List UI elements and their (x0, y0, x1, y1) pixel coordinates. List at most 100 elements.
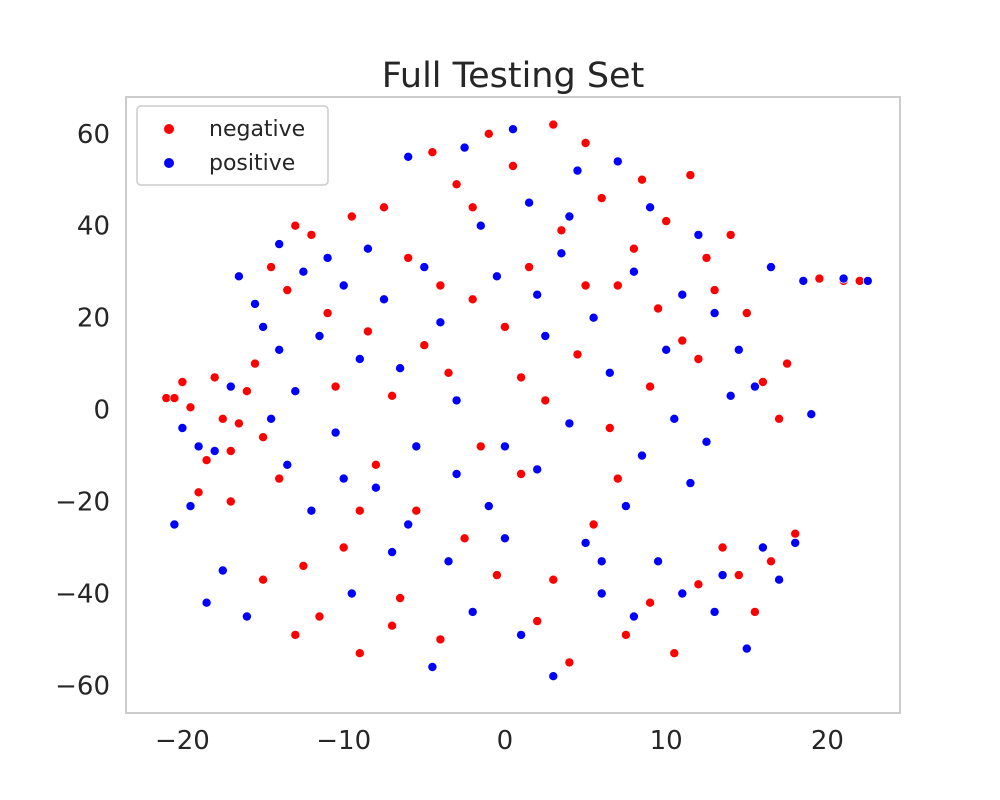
point-negative (225, 496, 236, 507)
point-positive (548, 671, 559, 682)
point-positive (451, 395, 462, 406)
point-negative (427, 147, 438, 158)
point-positive (274, 239, 285, 250)
point-negative (612, 473, 623, 484)
point-negative (419, 340, 430, 351)
point-positive (467, 606, 478, 617)
point-positive (338, 280, 349, 291)
point-positive (620, 501, 631, 512)
point-negative (306, 229, 317, 240)
point-positive (314, 330, 325, 341)
point-positive (475, 220, 486, 231)
point-positive (838, 273, 849, 284)
point-negative (290, 220, 301, 231)
point-negative (241, 386, 252, 397)
point-positive (653, 556, 664, 567)
point-positive (193, 441, 204, 452)
point-negative (669, 648, 680, 659)
legend-marker-positive (164, 158, 174, 168)
point-positive (346, 588, 357, 599)
point-negative (628, 243, 639, 254)
point-negative (290, 629, 301, 640)
point-negative (177, 376, 188, 387)
point-positive (185, 501, 196, 512)
point-negative (217, 413, 228, 424)
y-tick-label: −60 (55, 671, 110, 701)
point-negative (596, 193, 607, 204)
point-negative (378, 202, 389, 213)
point-positive (677, 588, 688, 599)
point-positive (757, 542, 768, 553)
point-negative (620, 629, 631, 640)
point-positive (483, 501, 494, 512)
point-negative (524, 262, 535, 273)
legend-label-positive: positive (209, 151, 295, 176)
point-negative (467, 202, 478, 213)
point-positive (766, 262, 777, 273)
point-negative (790, 528, 801, 539)
point-positive (507, 124, 518, 135)
point-positive (806, 409, 817, 420)
point-positive (604, 367, 615, 378)
point-positive (330, 427, 341, 438)
point-positive (419, 262, 430, 273)
legend-label-negative: negative (209, 117, 305, 142)
point-positive (862, 275, 873, 286)
point-negative (467, 294, 478, 305)
point-positive (459, 142, 470, 153)
point-negative (483, 128, 494, 139)
point-positive (540, 330, 551, 341)
point-negative (346, 211, 357, 222)
point-negative (701, 252, 712, 263)
point-positive (677, 289, 688, 300)
point-negative (661, 216, 672, 227)
point-positive (354, 353, 365, 364)
point-positive (298, 266, 309, 277)
point-positive (661, 344, 672, 355)
point-positive (669, 413, 680, 424)
point-positive (516, 629, 527, 640)
point-negative (725, 229, 736, 240)
point-positive (266, 413, 277, 424)
legend: negative positive (136, 105, 329, 186)
point-negative (685, 170, 696, 181)
point-negative (637, 174, 648, 185)
point-positive (282, 459, 293, 470)
point-positive (572, 165, 583, 176)
point-negative (782, 358, 793, 369)
point-negative (274, 473, 285, 484)
point-negative (774, 413, 785, 424)
point-positive (491, 271, 502, 282)
point-positive (322, 252, 333, 263)
point-negative (564, 657, 575, 668)
point-positive (596, 588, 607, 599)
x-tick-label: −20 (155, 726, 210, 756)
point-negative (693, 353, 704, 364)
point-negative (741, 308, 752, 319)
point-positive (403, 151, 414, 162)
point-positive (411, 441, 422, 452)
point-negative (814, 273, 825, 284)
point-negative (185, 402, 196, 413)
point-negative (677, 335, 688, 346)
point-negative (298, 560, 309, 571)
point-positive (499, 441, 510, 452)
point-positive (169, 519, 180, 530)
point-positive (362, 243, 373, 254)
point-positive (241, 611, 252, 622)
point-negative (314, 611, 325, 622)
x-axis-ticks: −20 −10 0 10 20 (155, 726, 844, 756)
point-negative (258, 432, 269, 443)
point-positive (612, 156, 623, 167)
y-tick-label: 0 (93, 396, 110, 426)
point-positive (588, 312, 599, 323)
point-positive (645, 202, 656, 213)
point-positive (427, 662, 438, 673)
point-positive (338, 473, 349, 484)
point-negative (193, 487, 204, 498)
point-negative (645, 597, 656, 608)
point-positive (370, 482, 381, 493)
point-positive (274, 344, 285, 355)
point-negative (516, 468, 527, 479)
point-negative (507, 160, 518, 171)
